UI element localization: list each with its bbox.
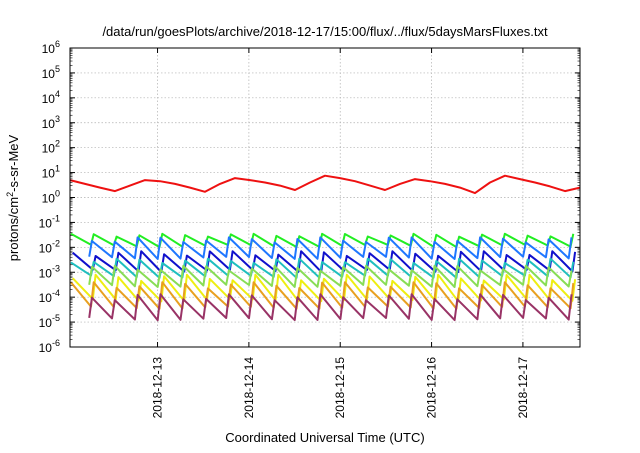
series-line — [71, 273, 577, 303]
y-tick-exponent: -1 — [52, 213, 60, 223]
x-tick-label: 2018-12-15 — [333, 357, 347, 419]
axes: 10-610-510-410-310-210-11001011021031041… — [39, 39, 580, 418]
y-tick-base: 10 — [42, 117, 56, 131]
y-tick-base: 10 — [39, 266, 53, 280]
y-tick-label: 101 — [42, 164, 60, 181]
y-tick-exponent: 0 — [55, 189, 60, 199]
y-axis-label-sup: 2 — [5, 192, 15, 197]
y-tick-base: 10 — [39, 341, 53, 355]
y-tick-exponent: 6 — [55, 39, 60, 49]
y-tick-base: 10 — [42, 192, 56, 206]
y-tick-exponent: 2 — [55, 139, 60, 149]
y-tick-exponent: -2 — [52, 238, 60, 248]
y-tick-exponent: -4 — [52, 288, 60, 298]
y-axis-label-post: -s-sr-MeV — [6, 134, 21, 191]
y-tick-label: 10-3 — [39, 263, 60, 280]
y-tick-label: 104 — [42, 89, 60, 106]
y-tick-base: 10 — [39, 241, 53, 255]
y-tick-label: 10-6 — [39, 338, 60, 355]
x-axis-label: Coordinated Universal Time (UTC) — [225, 430, 424, 445]
y-tick-label: 10-4 — [39, 288, 60, 305]
y-tick-base: 10 — [42, 92, 56, 106]
x-tick-label: 2018-12-13 — [151, 357, 165, 419]
series-group — [69, 174, 581, 322]
x-tick-label: 2018-12-16 — [425, 357, 439, 419]
series-line — [88, 236, 573, 260]
y-tick-base: 10 — [42, 42, 56, 56]
series-line — [88, 264, 573, 288]
series-line — [88, 293, 573, 322]
chart-title: /data/run/goesPlots/archive/2018-12-17/1… — [102, 24, 548, 39]
y-tick-base: 10 — [42, 142, 56, 156]
y-tick-exponent: -5 — [52, 313, 60, 323]
y-tick-label: 103 — [42, 114, 60, 131]
y-axis-label: protons/cm2-s-sr-MeV — [5, 134, 21, 261]
y-tick-label: 100 — [42, 189, 60, 206]
x-tick-label: 2018-12-14 — [242, 357, 256, 419]
y-tick-base: 10 — [39, 291, 53, 305]
x-tick-label: 2018-12-17 — [516, 357, 530, 419]
y-tick-base: 10 — [39, 216, 53, 230]
y-tick-exponent: -6 — [52, 338, 60, 348]
y-tick-exponent: 4 — [55, 89, 60, 99]
y-axis-label-pre: protons/cm — [6, 197, 21, 261]
y-tick-exponent: -3 — [52, 263, 60, 273]
y-tick-exponent: 3 — [55, 114, 60, 124]
y-tick-label: 10-5 — [39, 313, 60, 330]
y-tick-base: 10 — [42, 167, 56, 181]
series-line — [69, 174, 581, 195]
y-tick-label: 10-1 — [39, 213, 60, 230]
y-tick-exponent: 1 — [55, 164, 60, 174]
y-tick-base: 10 — [39, 316, 53, 330]
y-tick-label: 105 — [42, 64, 60, 81]
y-tick-label: 102 — [42, 139, 60, 156]
y-tick-label: 106 — [42, 39, 60, 56]
y-tick-base: 10 — [42, 67, 56, 81]
y-tick-label: 10-2 — [39, 238, 60, 255]
y-tick-exponent: 5 — [55, 64, 60, 74]
